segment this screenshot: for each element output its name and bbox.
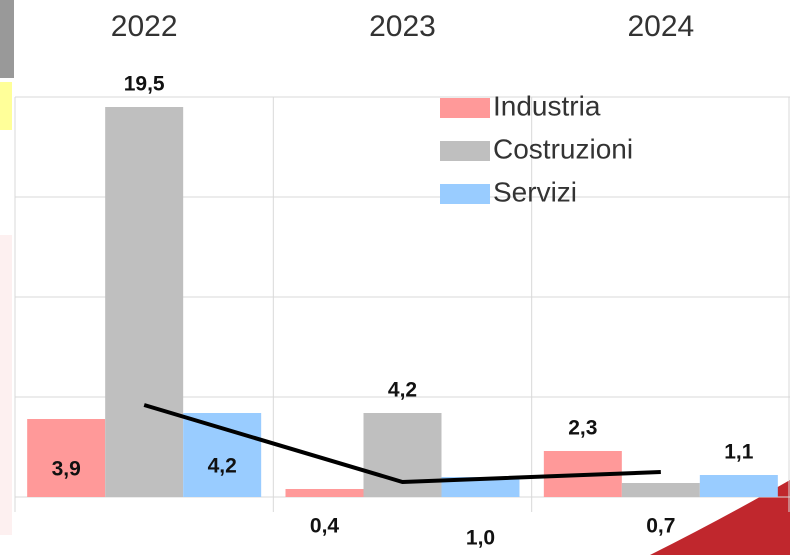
bar xyxy=(105,107,184,497)
decoration xyxy=(0,235,12,535)
data-label: 4,2 xyxy=(388,379,417,402)
legend-label: Industria xyxy=(493,90,601,121)
bar xyxy=(621,483,700,497)
legend-label: Servizi xyxy=(493,176,577,207)
data-label: 0,7 xyxy=(646,515,675,538)
bar xyxy=(285,489,364,497)
data-label: 0,4 xyxy=(310,515,340,538)
bar xyxy=(699,475,778,497)
x-tick-label: 2023 xyxy=(369,10,436,43)
data-label: 1,0 xyxy=(466,527,495,550)
decoration xyxy=(0,0,14,78)
data-label: 2,3 xyxy=(568,417,597,440)
decoration xyxy=(0,82,12,130)
legend-label: Costruzioni xyxy=(493,133,633,164)
legend-swatch xyxy=(440,141,490,161)
line xyxy=(143,403,661,485)
bar xyxy=(27,419,106,497)
data-label: 3,9 xyxy=(52,458,81,481)
data-label: 1,1 xyxy=(724,441,754,464)
x-tick-label: 2022 xyxy=(111,10,178,43)
x-tick-label: 2024 xyxy=(627,10,694,43)
data-label: 4,2 xyxy=(208,455,237,478)
plot: 2022 3,9 19,5 4,2 2023 0,4 4,2 1,0 2024 2,3 0,7 1,1… xyxy=(14,10,790,550)
data-label: 19,5 xyxy=(124,73,165,96)
legend-swatch xyxy=(440,184,490,204)
bar xyxy=(363,413,442,497)
decoration xyxy=(650,480,790,555)
bar xyxy=(441,477,520,497)
legend-swatch xyxy=(440,98,490,118)
